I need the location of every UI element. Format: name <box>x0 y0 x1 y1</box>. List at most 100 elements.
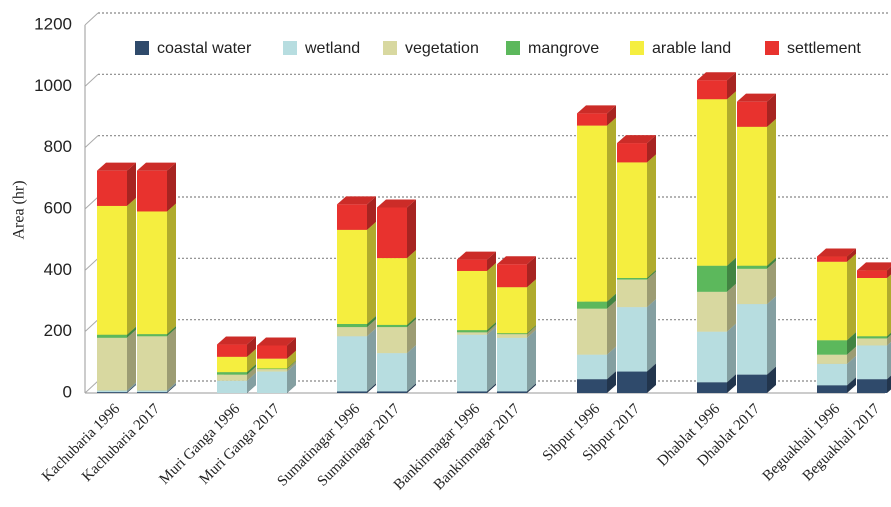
bar-front <box>457 391 487 393</box>
bar-segment <box>857 270 891 337</box>
bar-front <box>337 229 367 324</box>
bar-front <box>497 391 527 393</box>
bar-segment <box>217 336 256 357</box>
bar-top <box>97 162 136 171</box>
bar-front <box>137 211 167 335</box>
bar-front <box>337 324 367 328</box>
bar-side <box>127 197 136 335</box>
bar-segment <box>97 197 136 335</box>
bar-front <box>377 391 407 393</box>
y-tick-label: 0 <box>63 382 72 401</box>
bar-segment <box>617 154 656 278</box>
bar-side <box>527 325 536 335</box>
bar-side <box>167 382 176 393</box>
bar-segment <box>377 199 416 259</box>
bar-front <box>137 392 167 393</box>
bar-front <box>497 333 527 335</box>
bar-side <box>727 374 736 393</box>
y-tick-label: 1200 <box>34 14 72 33</box>
bar-side <box>127 326 136 338</box>
bar-front <box>697 80 727 100</box>
bar-side <box>767 257 776 269</box>
bar-side <box>647 363 656 393</box>
bar-side <box>727 283 736 332</box>
bar-side <box>287 361 296 372</box>
bar-side <box>727 257 736 292</box>
bar-segment <box>337 196 376 230</box>
bar-front <box>97 337 127 391</box>
bar-front <box>497 287 527 334</box>
bar-front <box>377 324 407 328</box>
bar-front <box>257 368 287 370</box>
legend-swatch <box>765 41 779 55</box>
bar-front <box>217 344 247 357</box>
bar-side <box>247 364 256 375</box>
bar-front <box>617 279 647 308</box>
y-tick-label: 400 <box>44 260 72 279</box>
y-axis-label: Area (hr) <box>11 180 28 239</box>
bar-front <box>737 374 767 393</box>
bar-front <box>457 334 487 392</box>
legend-label: settlement <box>787 40 861 57</box>
bar-side <box>607 371 616 393</box>
bar-segment <box>497 256 536 288</box>
bar-front <box>217 356 247 373</box>
bar-side <box>167 384 176 393</box>
bar-segment <box>457 262 496 331</box>
bar-front <box>377 353 407 392</box>
bar-side <box>847 253 856 341</box>
bar-front <box>577 113 607 126</box>
bar-front <box>257 345 287 359</box>
bar-segment <box>257 337 296 359</box>
grid-line-slant <box>84 196 99 210</box>
bar-side <box>847 355 856 386</box>
y-tick-label: 600 <box>44 198 72 217</box>
bar-side <box>767 366 776 393</box>
bar-side <box>767 93 776 127</box>
legend-swatch <box>630 41 644 55</box>
bar-side <box>847 377 856 393</box>
bar-side <box>247 348 256 373</box>
bar-front <box>697 331 727 383</box>
bar-front <box>257 371 287 393</box>
bar-side <box>527 329 536 392</box>
bar-front <box>337 336 367 392</box>
bar-front <box>97 390 127 393</box>
bar-front <box>817 385 847 393</box>
bar-front <box>377 327 407 354</box>
grid-line-slant <box>84 12 99 26</box>
legend-swatch <box>506 41 520 55</box>
bar-side <box>887 332 891 339</box>
bar-side <box>887 274 891 337</box>
bar-segment <box>697 91 736 266</box>
bar-front <box>137 336 167 391</box>
bar-front <box>697 291 727 332</box>
bar-front <box>257 358 287 369</box>
bar-side <box>367 221 376 324</box>
bar-front <box>137 170 167 212</box>
bar-segment <box>857 262 891 278</box>
bar-front <box>697 382 727 393</box>
grid-line-slant <box>84 73 99 87</box>
bar-top <box>257 337 296 346</box>
bar-top <box>337 196 376 205</box>
bar-side <box>407 383 416 393</box>
bar-front <box>857 338 887 346</box>
bar-front <box>737 265 767 269</box>
bar-front <box>857 270 887 278</box>
bar-side <box>727 72 736 100</box>
bar-side <box>127 384 136 393</box>
bar-side <box>607 300 616 355</box>
grid-line-slant <box>84 135 99 149</box>
bar-side <box>367 383 376 393</box>
bar-front <box>857 336 887 339</box>
bar-front <box>737 126 767 266</box>
bar-side <box>607 346 616 380</box>
bar-front <box>577 379 607 393</box>
bar-side <box>167 328 176 391</box>
bar-side <box>847 332 856 355</box>
legend-label: vegetation <box>405 40 479 57</box>
bar-front <box>577 354 607 380</box>
legend-label: wetland <box>304 40 360 57</box>
bar-side <box>487 322 496 333</box>
